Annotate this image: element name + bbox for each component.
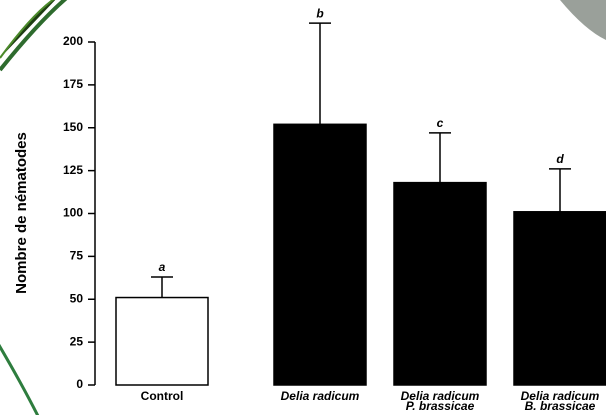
y-tick-label: 175 [63, 77, 83, 91]
bar [394, 183, 486, 385]
y-tick-label: 25 [70, 334, 84, 348]
bar [116, 298, 208, 385]
x-tick-label: Delia radicum [281, 389, 360, 403]
decoration [0, 0, 70, 70]
y-tick-label: 100 [63, 206, 83, 220]
y-tick-label: 0 [76, 377, 83, 391]
y-tick-label: 150 [63, 120, 83, 134]
y-tick-label: 50 [70, 291, 84, 305]
decoration [0, 0, 60, 58]
significance-letter: b [316, 6, 323, 20]
x-tick-label: P. brassicae [406, 399, 475, 413]
bar [514, 212, 606, 385]
chart: Nombre de nématodes 0 25 50 75 100 125 150 175 2… [0, 0, 606, 415]
y-tick-label: 200 [63, 34, 83, 48]
bar [274, 124, 366, 385]
significance-letter: d [556, 152, 564, 166]
significance-letter: a [159, 260, 166, 274]
decoration [560, 0, 606, 40]
y-tick-label: 75 [70, 249, 84, 263]
y-tick-label: 125 [63, 163, 83, 177]
x-tick-label: Control [141, 389, 184, 403]
decoration [0, 330, 40, 415]
significance-letter: c [437, 116, 444, 130]
x-tick-label: B. brassicae [525, 399, 596, 413]
y-axis-label: Nombre de nématodes [13, 132, 30, 294]
